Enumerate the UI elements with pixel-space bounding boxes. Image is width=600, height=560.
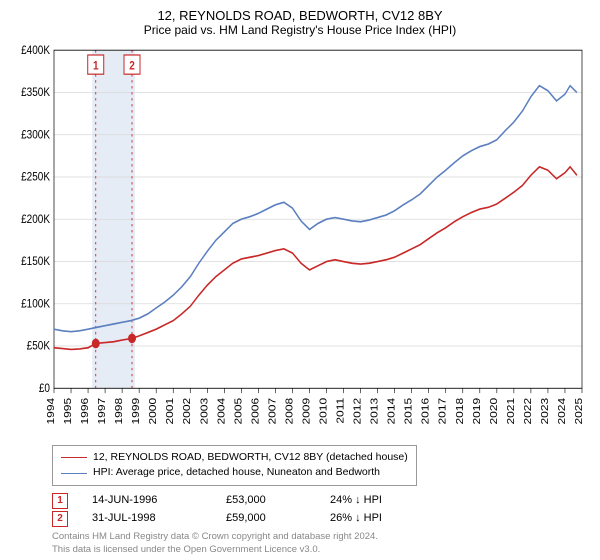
- svg-text:2019: 2019: [472, 398, 483, 425]
- svg-text:2022: 2022: [523, 398, 534, 425]
- svg-text:2004: 2004: [216, 398, 227, 425]
- svg-text:2009: 2009: [301, 398, 312, 425]
- svg-text:£50K: £50K: [27, 340, 51, 353]
- sale-date: 14-JUN-1996: [92, 492, 202, 510]
- svg-text:2002: 2002: [182, 398, 193, 425]
- svg-text:2024: 2024: [557, 398, 568, 425]
- legend-item: HPI: Average price, detached house, Nune…: [61, 465, 408, 481]
- legend-swatch-property: [61, 457, 87, 458]
- svg-text:1995: 1995: [63, 398, 74, 425]
- svg-text:£300K: £300K: [21, 129, 50, 142]
- svg-text:2017: 2017: [438, 398, 449, 425]
- footer-line: This data is licensed under the Open Gov…: [52, 544, 588, 556]
- svg-text:2005: 2005: [233, 398, 244, 425]
- legend-swatch-hpi: [61, 473, 87, 474]
- svg-text:2020: 2020: [489, 398, 500, 425]
- svg-text:1999: 1999: [131, 398, 142, 425]
- svg-text:2018: 2018: [455, 398, 466, 425]
- sale-price: £53,000: [226, 492, 306, 510]
- svg-text:1994: 1994: [46, 398, 57, 425]
- sales-table: 1 14-JUN-1996 £53,000 24% ↓ HPI 2 31-JUL…: [52, 492, 588, 527]
- svg-text:1996: 1996: [80, 398, 91, 425]
- chart-subtitle: Price paid vs. HM Land Registry's House …: [12, 23, 588, 37]
- chart-plot-area: £0 £50K £100K £150K £200K £250K £300K £350K £400…: [12, 43, 588, 439]
- marker-badge: 2: [52, 511, 68, 527]
- svg-text:2014: 2014: [386, 398, 397, 425]
- svg-text:2007: 2007: [267, 398, 278, 425]
- chart-container: 12, REYNOLDS ROAD, BEDWORTH, CV12 8BY Pr…: [0, 0, 600, 560]
- sale-date: 31-JUL-1998: [92, 510, 202, 528]
- svg-text:2008: 2008: [284, 398, 295, 425]
- svg-text:1: 1: [93, 60, 99, 73]
- svg-text:2000: 2000: [148, 398, 159, 425]
- svg-text:2015: 2015: [404, 398, 415, 425]
- svg-text:£350K: £350K: [21, 86, 50, 99]
- footer-line: Contains HM Land Registry data © Crown c…: [52, 531, 588, 543]
- sale-price: £59,000: [226, 510, 306, 528]
- svg-text:2025: 2025: [574, 398, 585, 425]
- legend: 12, REYNOLDS ROAD, BEDWORTH, CV12 8BY (d…: [52, 445, 417, 487]
- svg-text:2021: 2021: [506, 398, 517, 425]
- svg-text:2013: 2013: [369, 398, 380, 425]
- marker-badge: 1: [52, 493, 68, 509]
- line-chart-svg: £0 £50K £100K £150K £200K £250K £300K £350K £400…: [12, 43, 588, 439]
- svg-text:£400K: £400K: [21, 44, 50, 57]
- svg-text:2010: 2010: [318, 398, 329, 425]
- sale-delta: 24% ↓ HPI: [330, 492, 430, 510]
- svg-text:2012: 2012: [352, 398, 363, 425]
- svg-text:£200K: £200K: [21, 213, 50, 226]
- svg-text:2001: 2001: [165, 398, 176, 425]
- table-row: 2 31-JUL-1998 £59,000 26% ↓ HPI: [52, 510, 588, 528]
- svg-text:2006: 2006: [250, 398, 261, 425]
- svg-text:1997: 1997: [97, 398, 108, 425]
- footer-attribution: Contains HM Land Registry data © Crown c…: [52, 531, 588, 556]
- svg-text:2023: 2023: [540, 398, 551, 425]
- svg-text:1998: 1998: [114, 398, 125, 425]
- legend-label: 12, REYNOLDS ROAD, BEDWORTH, CV12 8BY (d…: [93, 450, 408, 466]
- svg-text:£250K: £250K: [21, 171, 50, 184]
- svg-text:2011: 2011: [335, 398, 346, 424]
- svg-text:£100K: £100K: [21, 298, 50, 311]
- svg-text:£150K: £150K: [21, 255, 50, 268]
- svg-text:£0: £0: [39, 382, 50, 395]
- svg-text:2: 2: [129, 60, 135, 73]
- chart-title: 12, REYNOLDS ROAD, BEDWORTH, CV12 8BY: [12, 8, 588, 23]
- legend-item: 12, REYNOLDS ROAD, BEDWORTH, CV12 8BY (d…: [61, 450, 408, 466]
- svg-text:2016: 2016: [421, 398, 432, 425]
- legend-label: HPI: Average price, detached house, Nune…: [93, 465, 380, 481]
- table-row: 1 14-JUN-1996 £53,000 24% ↓ HPI: [52, 492, 588, 510]
- sale-delta: 26% ↓ HPI: [330, 510, 430, 528]
- svg-text:2003: 2003: [199, 398, 210, 425]
